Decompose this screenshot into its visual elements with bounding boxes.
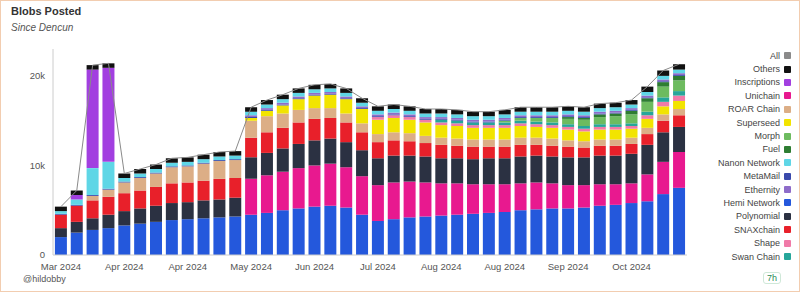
svg-text:Apr 2024: Apr 2024 (168, 261, 207, 272)
html-text:Blobs Posted: Blobs Posted (11, 5, 82, 17)
html-text:@hildobby: @hildobby (23, 274, 66, 284)
svg-text:10k: 10k (30, 160, 46, 171)
html-text:Hemi Network: Hemi Network (723, 198, 780, 208)
html-text:MetaMail: MetaMail (743, 171, 780, 182)
svg-text:Jul 2024: Jul 2024 (360, 261, 396, 272)
svg-text:Sep 2024: Sep 2024 (548, 261, 589, 272)
svg-text:Jun 2024: Jun 2024 (295, 261, 334, 272)
html-text:Unichain: Unichain (745, 90, 780, 101)
svg-text:20k: 20k (30, 70, 46, 81)
html-text:Morph: Morph (754, 131, 780, 141)
html-text:All: All (770, 50, 780, 61)
html-text:Others: Others (753, 64, 780, 75)
html-text:7h: 7h (767, 273, 777, 283)
svg-text:Apr 2024: Apr 2024 (105, 261, 144, 272)
svg-text:Mar 2024: Mar 2024 (41, 261, 81, 272)
html-text:Inscriptions: Inscriptions (734, 77, 780, 88)
html-text:SNAXchain: SNAXchain (734, 224, 780, 235)
svg-text:Aug 2024: Aug 2024 (484, 261, 525, 272)
html-text:Since Dencun: Since Dencun (11, 22, 74, 33)
svg-text:Oct 2024: Oct 2024 (612, 261, 651, 272)
html-text:Superseed: Superseed (736, 117, 780, 128)
html-text:Nanon Network: Nanon Network (718, 157, 780, 168)
svg-text:Aug 2024: Aug 2024 (421, 261, 462, 272)
html-text:Ethernity: Ethernity (744, 184, 780, 195)
html-text:Shape: Shape (754, 238, 780, 249)
html-text:Polynomial: Polynomial (736, 211, 780, 222)
svg-text:0: 0 (40, 249, 45, 260)
html-text:Fuel: Fuel (762, 144, 780, 155)
svg-text:May 2024: May 2024 (230, 261, 272, 272)
html-text:Swan Chain: Swan Chain (731, 251, 780, 262)
html-text:ROAR Chain: ROAR Chain (728, 104, 780, 115)
